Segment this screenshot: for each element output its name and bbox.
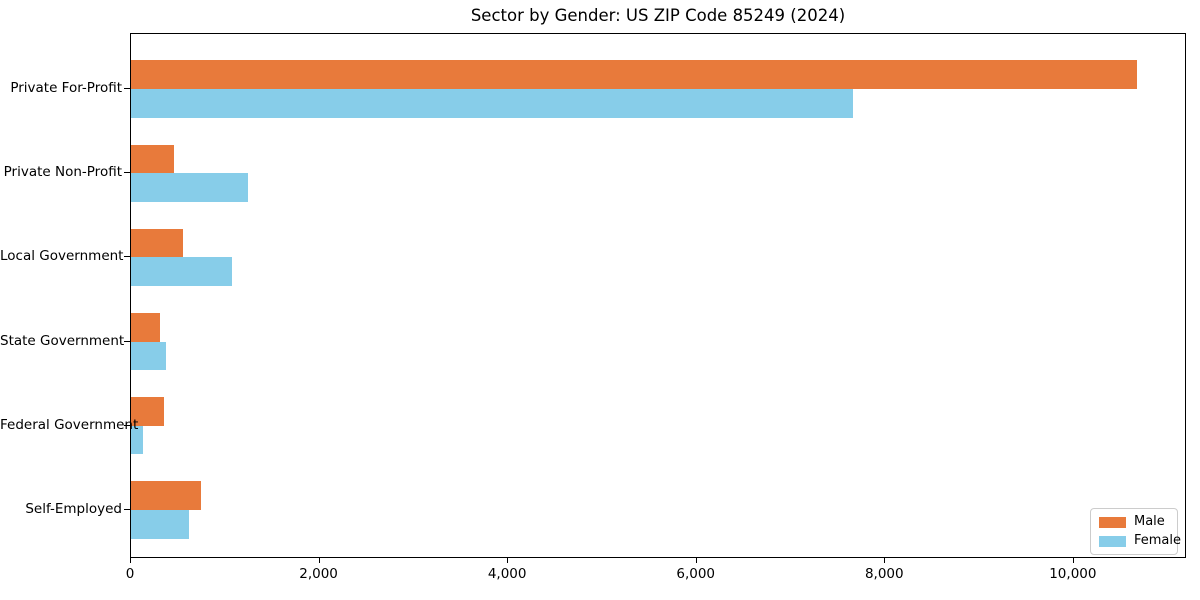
legend-swatch-female [1099, 535, 1126, 547]
x-tick-mark [695, 558, 697, 563]
y-tick-mark [124, 509, 130, 510]
y-tick-mark [124, 424, 130, 426]
bar-male-federal-government [131, 397, 164, 426]
bar-female-local-government [131, 257, 232, 286]
y-tick-mark [124, 172, 130, 174]
y-label-local-government: Local Government [0, 248, 124, 265]
legend-item-male: Male [1099, 515, 1169, 529]
x-tick-label-0: 0 [125, 566, 135, 582]
bar-male-state-government [131, 313, 161, 342]
y-label-private-for-profit: Private For-Profit [10, 80, 122, 96]
x-tick-mark [507, 558, 509, 563]
x-tick-label-4-000: 4,000 [487, 566, 527, 582]
x-tick-label-10-000: 10,000 [1049, 566, 1097, 582]
y-tick-mark [124, 88, 130, 89]
y-label-private-non-profit: Private Non-Profit [3, 164, 122, 181]
legend: Male Female [1090, 508, 1181, 555]
y-label-self-employed: Self-Employed [25, 501, 122, 517]
bar-male-self-employed [131, 481, 201, 510]
bar-female-private-for-profit [131, 89, 854, 118]
legend-label-female: Female [1134, 533, 1182, 548]
legend-item-female: Female [1099, 534, 1181, 548]
bar-male-private-non-profit [131, 144, 175, 174]
x-tick-label-2-000: 2,000 [299, 566, 338, 582]
x-tick-mark [130, 558, 131, 563]
bar-female-self-employed [131, 510, 190, 539]
legend-swatch-male [1099, 516, 1126, 528]
x-tick-mark [884, 558, 886, 563]
bar-male-private-for-profit [131, 60, 1138, 89]
bar-female-federal-government [131, 425, 143, 455]
x-tick-label-6-000: 6,000 [676, 566, 716, 582]
bar-male-local-government [131, 228, 183, 258]
bar-female-private-non-profit [131, 173, 248, 202]
y-label-federal-government: Federal Government [0, 416, 139, 433]
y-label-state-government: State Government [0, 332, 125, 349]
x-tick-mark [1072, 558, 1074, 563]
y-tick-mark [124, 256, 130, 258]
x-tick-label-8-000: 8,000 [864, 566, 904, 582]
legend-label-male: Male [1134, 514, 1165, 529]
chart-title: Sector by Gender: US ZIP Code 85249 (202… [470, 6, 846, 25]
bar-female-state-government [131, 341, 166, 371]
x-tick-mark [318, 558, 320, 563]
y-tick-mark [124, 340, 130, 342]
plot-area [130, 33, 1186, 558]
